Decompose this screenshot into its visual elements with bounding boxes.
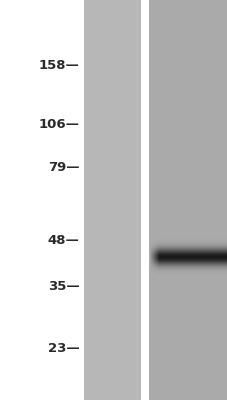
Text: 106—: 106— bbox=[39, 118, 79, 131]
Bar bbox=[84, 0, 141, 400]
Text: 23—: 23— bbox=[48, 342, 79, 354]
Bar bbox=[0, 0, 84, 400]
Text: 48—: 48— bbox=[48, 234, 79, 247]
Text: 158—: 158— bbox=[39, 59, 79, 72]
Text: 35—: 35— bbox=[48, 280, 79, 293]
Text: 79—: 79— bbox=[48, 161, 79, 174]
Bar bbox=[141, 0, 149, 400]
